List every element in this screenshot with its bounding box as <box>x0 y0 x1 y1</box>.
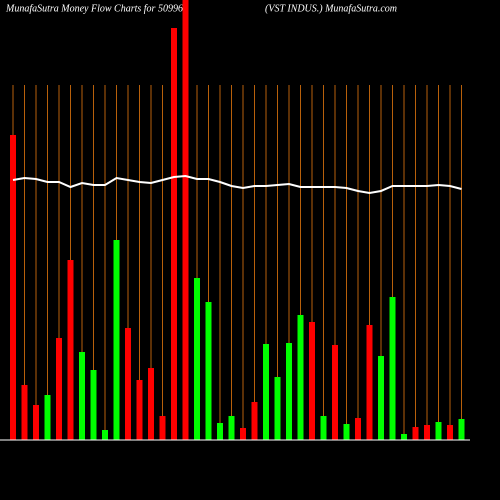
bar <box>205 302 212 440</box>
bar <box>297 315 304 440</box>
bar <box>424 425 430 440</box>
bar <box>159 416 166 440</box>
bar <box>389 297 396 440</box>
bar <box>102 430 108 440</box>
bar <box>90 370 97 440</box>
bar <box>447 425 453 440</box>
chart-subtitle: (VST INDUS.) MunafaSutra.com <box>265 3 397 14</box>
bar <box>355 418 361 440</box>
bar <box>10 135 16 440</box>
bar <box>113 240 120 440</box>
bar <box>458 419 465 440</box>
bar <box>136 380 143 440</box>
bar <box>378 356 384 440</box>
line <box>12 174 462 195</box>
bar <box>240 428 246 440</box>
bar <box>320 416 327 440</box>
bar <box>286 343 292 440</box>
bar <box>56 338 62 440</box>
bar <box>263 344 269 440</box>
bar <box>21 385 28 440</box>
bar <box>435 422 442 440</box>
bar <box>343 424 350 440</box>
bar <box>194 278 200 440</box>
bar <box>401 434 407 440</box>
bar <box>332 345 338 440</box>
bar <box>366 325 373 440</box>
bar <box>171 28 177 440</box>
bar <box>251 402 258 440</box>
bar <box>125 328 131 440</box>
bar <box>274 377 281 440</box>
bar <box>182 0 189 440</box>
bar <box>44 395 51 440</box>
bar <box>79 352 85 440</box>
bar <box>217 423 223 440</box>
bar <box>33 405 39 440</box>
bar <box>228 416 235 440</box>
chart-title: MunafaSutra Money Flow Charts for 509966 <box>5 3 188 14</box>
bar <box>412 427 419 440</box>
bar <box>67 260 74 440</box>
bar <box>148 368 154 440</box>
bar <box>309 322 315 440</box>
